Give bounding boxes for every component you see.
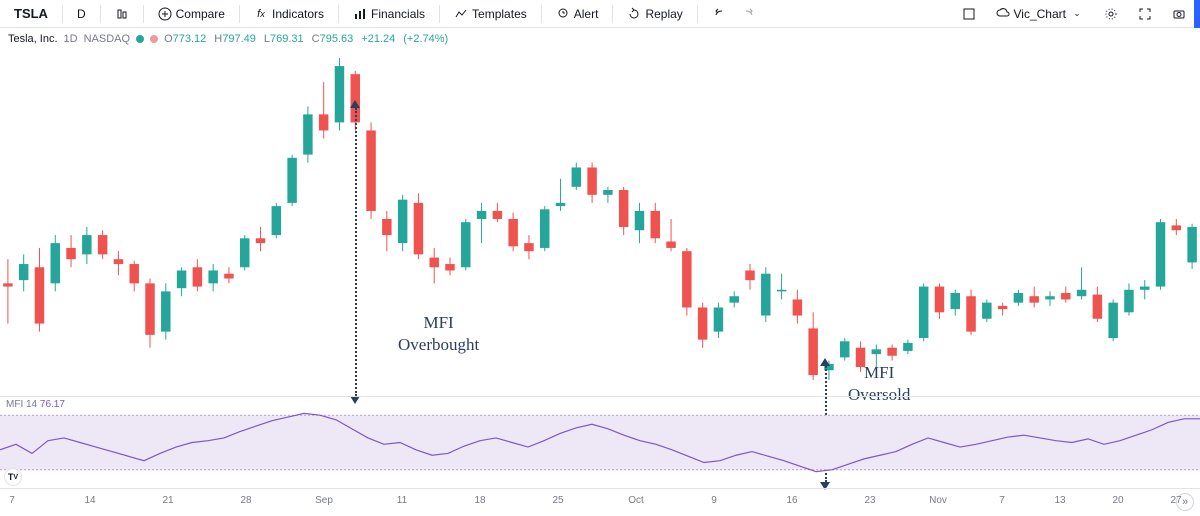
chart-legend: Tesla, Inc. 1D NASDAQ O773.12 H797.49 L7… [0,28,1200,50]
xaxis-tick: 13 [1054,495,1065,506]
xaxis-tick: Oct [628,495,644,506]
redo-button[interactable] [736,5,762,23]
xaxis-tick: 25 [552,495,563,506]
financials-button[interactable]: Financials [347,5,431,23]
xaxis-tick: Sep [315,495,333,506]
xaxis-tick: 7 [9,495,15,506]
xaxis-tick: 21 [162,495,173,506]
undo-icon [712,7,726,21]
top-toolbar: TSLA D Compare fxIndicators Financials T… [0,0,1200,28]
alert-icon [556,7,570,21]
xaxis-tick: 11 [397,495,407,506]
save-layout-button[interactable]: Vic_Chart⌄ [990,5,1090,23]
undo-button[interactable] [706,5,732,23]
time-axis[interactable]: » 7142128Sep111825Oct91623Nov7132027 [0,488,1200,516]
replay-button[interactable]: Replay [621,5,688,23]
plus-circle-icon [158,7,172,21]
layout-button[interactable] [956,5,982,23]
compare-button[interactable]: Compare [152,5,231,23]
snapshot-button[interactable] [1166,5,1192,23]
replay-icon [627,7,641,21]
xaxis-tick: 20 [1112,495,1123,506]
redo-icon [742,7,756,21]
fullscreen-button[interactable] [1132,5,1158,23]
xaxis-tick: 28 [240,495,251,506]
chevron-down-icon: ⌄ [1070,7,1084,21]
layout-icon [962,7,976,21]
indicators-button[interactable]: fxIndicators [248,5,330,23]
symbol-button[interactable]: TSLA [8,4,54,23]
xaxis-tick: 18 [474,495,485,506]
fullscreen-icon [1138,7,1152,21]
arrow-overbought [355,108,357,396]
legend-name: Tesla, Inc. [8,33,58,45]
interval-button[interactable]: D [71,5,92,23]
camera-icon [1172,7,1186,21]
template-icon [454,7,468,21]
legend-tf: 1D [64,33,78,45]
candle-style-button[interactable] [109,5,135,23]
arrow-overbought-top [350,100,360,108]
publish-edge[interactable] [1194,0,1200,28]
legend-exchange: NASDAQ [84,33,130,45]
alert-button[interactable]: Alert [550,5,605,23]
price-chart[interactable]: MFI Overbought MFI Oversold [0,50,1200,396]
fx-icon: fx [254,7,268,21]
annotation-overbought: MFI Overbought [398,312,479,356]
xaxis-tick: 7 [999,495,1005,506]
mfi-panel[interactable]: MFI 14 76.17 [0,396,1200,488]
candle-icon [115,7,129,21]
mfi-label: MFI 14 76.17 [6,399,65,410]
legend-dot-down [150,35,158,43]
xaxis-tick: 16 [786,495,797,506]
cloud-icon [996,7,1010,21]
legend-dot-up [136,35,144,43]
templates-button[interactable]: Templates [448,5,533,23]
xaxis-tick: 27 [1170,495,1181,506]
settings-button[interactable] [1098,5,1124,23]
xaxis-tick: 23 [864,495,875,506]
gear-icon [1104,7,1118,21]
xaxis-tick: Nov [929,495,947,506]
ohlc-values: O773.12 H797.49 L769.31 C795.63 +21.24 (… [164,33,448,45]
xaxis-tick: 9 [711,495,717,506]
arrow-oversold-top [820,358,830,366]
tradingview-logo[interactable]: TV [4,468,22,486]
bars-icon [353,7,367,21]
xaxis-tick: 14 [84,495,95,506]
